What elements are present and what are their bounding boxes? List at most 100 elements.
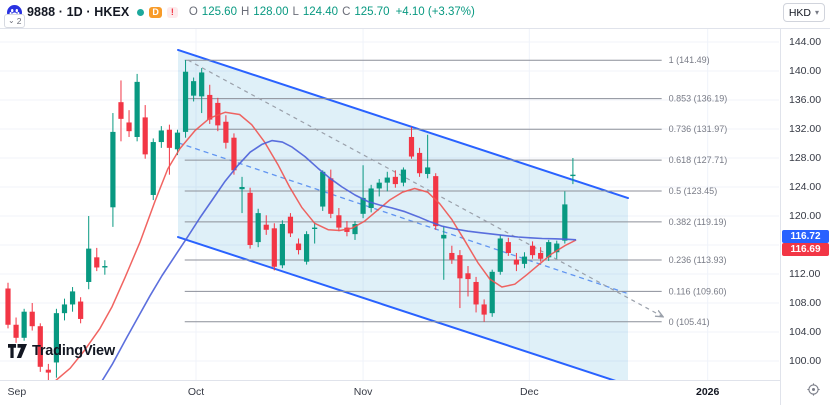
indicators-collapse-chip[interactable]: ⌄ 2 — [4, 14, 26, 28]
price-axis-label: 112.00 — [789, 268, 821, 280]
candle — [562, 204, 568, 241]
fib-level-label: 0.853 (136.19) — [669, 94, 728, 104]
fib-level-label: 0 (105.41) — [669, 317, 710, 327]
ohlc-readout: O 125.60 H 128.00 L 124.40 C 125.70 +4.1… — [189, 6, 475, 18]
close-value: 125.70 — [354, 6, 390, 18]
close-label: C — [342, 6, 351, 18]
candle — [368, 188, 374, 209]
high-label: H — [240, 6, 250, 18]
candle — [53, 313, 60, 363]
candle — [320, 171, 326, 207]
tradingview-logo[interactable]: TradingView — [8, 343, 115, 359]
low-value: 124.40 — [302, 6, 339, 18]
high-value: 128.00 — [253, 6, 289, 18]
candle — [449, 252, 455, 260]
candle — [29, 311, 35, 327]
candle — [61, 304, 68, 314]
candle — [126, 122, 132, 132]
time-axis-label: Dec — [519, 386, 539, 398]
candle — [118, 102, 124, 119]
symbol-title[interactable]: 9888 · 1D · HKEX — [27, 5, 130, 19]
ma-slow-price-badge: 116.72 — [782, 230, 829, 244]
candle — [69, 291, 76, 305]
candle — [303, 234, 310, 262]
candle — [166, 129, 172, 148]
tradingview-logo-text: TradingView — [32, 343, 115, 359]
candle — [199, 72, 205, 97]
fib-level-label: 0.618 (127.71) — [669, 155, 728, 165]
price-axis-label: 124.00 — [789, 181, 822, 193]
candle — [441, 234, 447, 239]
fib-level-label: 0.382 (119.19) — [669, 217, 727, 227]
candle — [134, 81, 140, 137]
fib-level-label: 1 (141.49) — [669, 55, 710, 65]
candle — [473, 281, 479, 305]
candle — [513, 259, 520, 265]
candle — [312, 227, 318, 229]
candle — [360, 197, 366, 214]
chart-toolbar: 9888 · 1D · HKEX D ! O 125.60 H 128.00 L… — [0, 0, 830, 29]
candle — [13, 324, 19, 338]
candle — [554, 243, 560, 253]
candle — [94, 257, 100, 268]
open-label: O — [188, 6, 198, 18]
candle — [150, 142, 156, 195]
market-status-icon[interactable] — [137, 8, 145, 16]
candle — [215, 102, 221, 126]
candle — [505, 242, 511, 253]
candle — [223, 121, 229, 143]
candle — [336, 215, 342, 228]
notice-badge[interactable]: ! — [166, 6, 178, 18]
candle — [529, 245, 536, 256]
fib-level-label: 0.5 (123.45) — [669, 186, 718, 196]
candle — [392, 176, 398, 185]
chevron-down-icon: ▾ — [814, 7, 819, 17]
candle — [400, 169, 407, 183]
price-axis-label: 128.00 — [789, 152, 822, 164]
delayed-data-badge[interactable]: D — [149, 6, 162, 18]
chevron-down-icon: ⌄ — [8, 16, 15, 25]
ma-fast-line — [55, 111, 577, 380]
time-axis-label: Oct — [187, 386, 205, 398]
candle — [182, 71, 189, 132]
candle — [376, 182, 382, 189]
time-axis-label: 2026 — [695, 386, 720, 398]
candle — [37, 326, 43, 367]
ma-fast-price-badge: 116.69 — [782, 243, 829, 257]
price-axis-label: 104.00 — [789, 326, 822, 338]
candle — [174, 132, 181, 150]
candle — [207, 94, 213, 120]
candle — [45, 369, 51, 373]
candle — [231, 137, 237, 171]
low-label: L — [292, 6, 299, 18]
indicator-count: 2 — [16, 16, 22, 26]
candle — [239, 187, 245, 190]
price-axis-label: 132.00 — [789, 123, 822, 135]
candle — [271, 228, 277, 267]
candle — [546, 242, 552, 258]
currency-label: HKD — [788, 6, 811, 19]
candle — [570, 174, 576, 177]
time-axis-label: Nov — [353, 386, 373, 398]
candle — [521, 256, 528, 264]
price-axis[interactable]: 116.72 116.69 144.00 140.00 136.00 132.00 12… — [780, 28, 830, 405]
candle — [465, 273, 471, 280]
fib-level-label: 0.116 (109.60) — [669, 286, 727, 296]
currency-selector[interactable]: HKD ▾ — [782, 3, 825, 22]
timezone-settings-button[interactable] — [806, 383, 821, 398]
candle — [142, 117, 148, 155]
candle — [425, 167, 431, 174]
candle — [384, 177, 390, 183]
candle — [287, 216, 294, 234]
fib-level-label: 0.236 (113.93) — [669, 255, 727, 265]
candle — [481, 304, 487, 315]
candle — [158, 130, 164, 143]
time-axis[interactable]: Sep Oct Nov Dec 2026 — [0, 380, 780, 405]
candle — [433, 176, 439, 227]
candle — [416, 152, 423, 174]
tradingview-mark-icon — [8, 344, 27, 358]
candle — [279, 223, 285, 266]
price-axis-label: 136.00 — [789, 94, 822, 106]
candle — [538, 252, 544, 259]
